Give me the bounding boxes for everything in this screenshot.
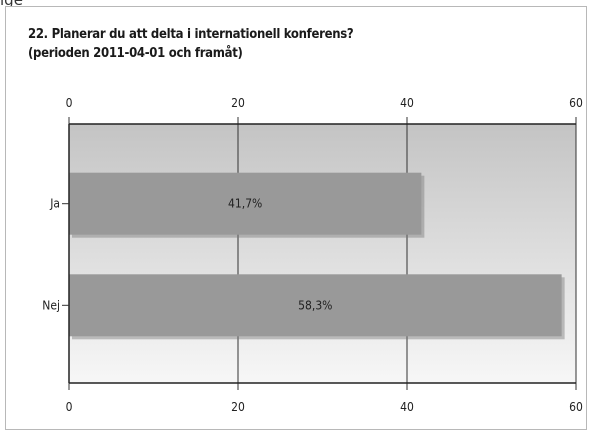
x-tick-label-top: 60 (569, 96, 583, 110)
category-label: Ja (49, 197, 60, 211)
bar-value-label: 58,3% (298, 298, 332, 312)
bar-nej (69, 274, 562, 337)
bar-value-label: 41,7% (228, 197, 262, 211)
category-label: Nej (42, 298, 60, 312)
x-tick-label-bottom: 60 (569, 400, 583, 414)
plot-area (69, 124, 576, 383)
chart-subtitle: (perioden 2011-04-01 och framåt) (28, 46, 243, 61)
x-tick-label-top: 40 (400, 96, 414, 110)
x-tick-label-top: 0 (66, 96, 73, 110)
x-tick-label-top: 20 (231, 96, 245, 110)
x-tick-label-bottom: 20 (231, 400, 245, 414)
bar-ja (69, 172, 422, 235)
x-tick-label-bottom: 0 (66, 400, 73, 414)
x-tick-label-bottom: 40 (400, 400, 414, 414)
chart-title: 22. Planerar du att delta i internatione… (28, 27, 354, 42)
cropped-heading-fragment: ige (0, 0, 23, 9)
